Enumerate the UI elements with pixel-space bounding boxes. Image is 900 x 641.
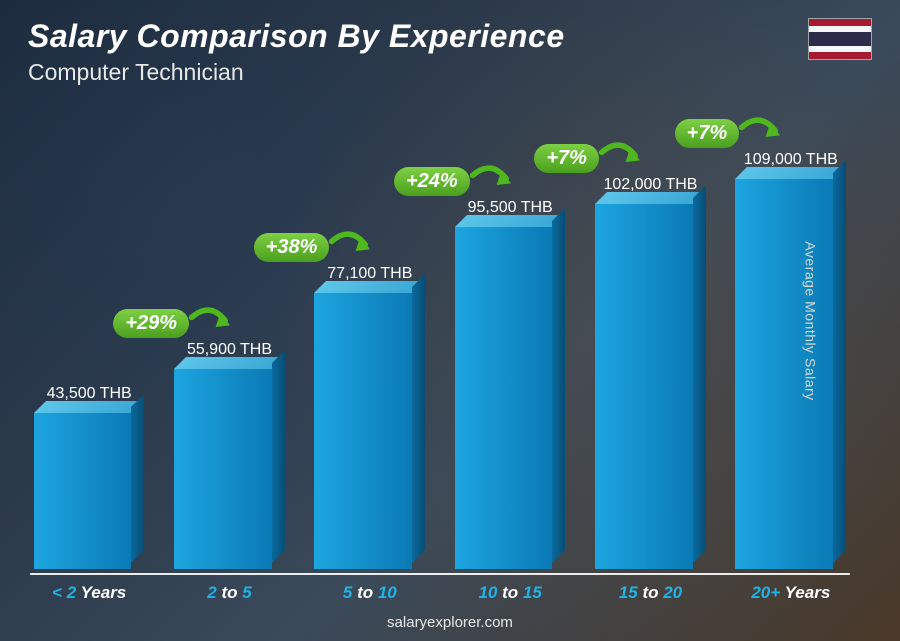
growth-annotation: +38% bbox=[254, 227, 384, 267]
x-axis-label: 10 to 15 bbox=[451, 583, 569, 603]
bar bbox=[174, 369, 285, 569]
x-axis-label: < 2 Years bbox=[30, 583, 148, 603]
growth-badge: +7% bbox=[675, 119, 740, 148]
page-title: Salary Comparison By Experience bbox=[28, 18, 565, 55]
x-axis-label: 15 to 20 bbox=[591, 583, 709, 603]
y-axis-label: Average Monthly Salary bbox=[802, 241, 818, 400]
title-block: Salary Comparison By Experience Computer… bbox=[28, 18, 565, 86]
footer-attribution: salaryexplorer.com bbox=[0, 614, 900, 631]
growth-annotation: +7% bbox=[534, 138, 653, 178]
bar-column: 77,100 THB bbox=[311, 265, 429, 569]
growth-badge: +29% bbox=[113, 309, 189, 338]
bar bbox=[34, 413, 145, 569]
growth-badge: +38% bbox=[254, 233, 330, 262]
bar-column: 55,900 THB bbox=[170, 341, 288, 569]
growth-arrow-icon bbox=[735, 113, 793, 153]
page-subtitle: Computer Technician bbox=[28, 59, 565, 86]
growth-badge: +24% bbox=[394, 167, 470, 196]
bar bbox=[735, 179, 846, 569]
x-axis-labels: < 2 Years 2 to 5 5 to 10 10 to 15 15 to 20 20… bbox=[30, 583, 850, 603]
growth-annotation: +7% bbox=[675, 113, 794, 153]
x-axis-label: 2 to 5 bbox=[170, 583, 288, 603]
bar-column: 102,000 THB bbox=[591, 176, 709, 569]
growth-arrow-icon bbox=[466, 161, 524, 201]
growth-arrow-icon bbox=[595, 138, 653, 178]
growth-badge: +7% bbox=[534, 144, 599, 173]
bar-column: 109,000 THB bbox=[732, 151, 850, 569]
x-axis-label: 5 to 10 bbox=[311, 583, 429, 603]
growth-annotation: +29% bbox=[113, 303, 243, 343]
bar bbox=[595, 204, 706, 569]
x-axis-line bbox=[30, 573, 850, 575]
bar bbox=[314, 293, 425, 569]
x-axis-label: 20+ Years bbox=[732, 583, 850, 603]
growth-arrow-icon bbox=[185, 303, 243, 343]
bar-column: 43,500 THB bbox=[30, 385, 148, 569]
header: Salary Comparison By Experience Computer… bbox=[28, 18, 872, 86]
bar bbox=[455, 227, 566, 569]
growth-arrow-icon bbox=[325, 227, 383, 267]
bar-column: 95,500 THB bbox=[451, 199, 569, 569]
growth-annotation: +24% bbox=[394, 161, 524, 201]
thailand-flag-icon bbox=[808, 18, 872, 60]
